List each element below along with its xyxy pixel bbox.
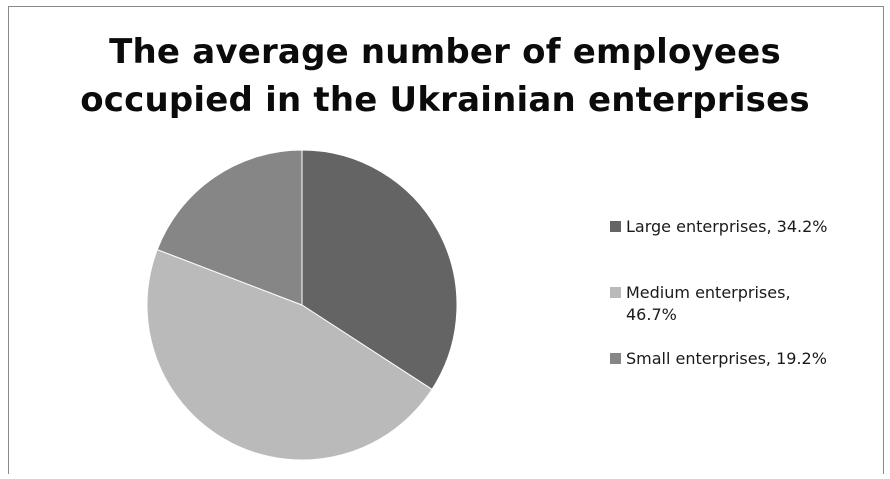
legend-label-large: Large enterprises, 34.2% <box>626 216 827 238</box>
chart-title-line-2: occupied in the Ukrainian enterprises <box>80 80 810 120</box>
legend-item-medium: Medium enterprises, 46.7% <box>610 282 791 326</box>
legend-label-medium-line-1: Medium enterprises, <box>626 283 791 302</box>
pie-slice-small <box>156 149 303 306</box>
legend-label-medium-line-2: 46.7% <box>626 305 677 324</box>
legend-label-medium: Medium enterprises, 46.7% <box>626 282 791 326</box>
pie-slice-medium <box>146 248 433 461</box>
legend-label-large-line-1: Large enterprises, 34.2% <box>626 217 828 236</box>
legend-swatch-medium <box>610 287 621 298</box>
chart-title: The average number of employees occupied… <box>60 28 830 124</box>
legend-swatch-small <box>610 353 621 364</box>
legend-swatch-large <box>610 221 621 232</box>
chart-title-line-1: The average number of employees <box>109 32 781 72</box>
legend-label-small-line-1: Small enterprises, 19.2% <box>626 349 827 368</box>
legend-label-small: Small enterprises, 19.2% <box>626 348 827 370</box>
pie-slice-large <box>301 149 458 391</box>
legend-item-small: Small enterprises, 19.2% <box>610 348 827 370</box>
legend-item-large: Large enterprises, 34.2% <box>610 216 827 238</box>
chart-frame <box>8 6 884 474</box>
